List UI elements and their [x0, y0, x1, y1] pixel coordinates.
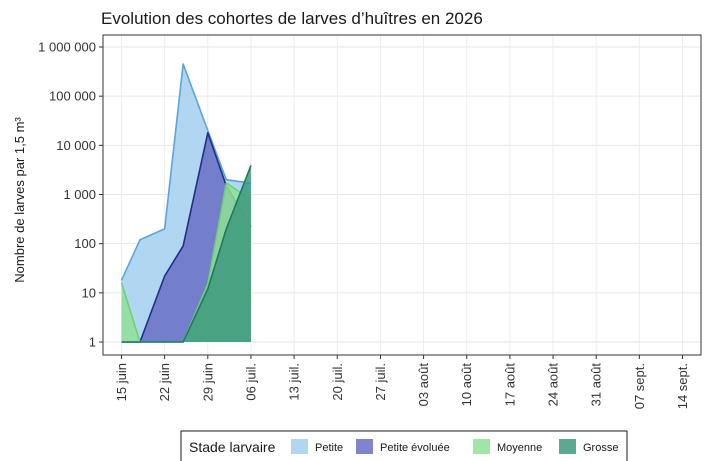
chart-title: Evolution des cohortes de larves d’huîtr… — [101, 9, 483, 28]
y-axis-title: Nombre de larves par 1,5 m³ — [12, 117, 27, 283]
legend-label: Petite évoluée — [380, 442, 450, 454]
y-tick-label: 1 — [89, 335, 96, 350]
gridlines — [103, 35, 701, 355]
legend-label: Moyenne — [497, 442, 542, 454]
x-tick-label: 29 juin — [200, 363, 215, 401]
legend-swatch — [473, 439, 490, 454]
y-tick-label: 100 000 — [49, 89, 96, 104]
x-tick-label: 31 août — [589, 363, 604, 407]
x-tick-label: 27 juil. — [373, 363, 388, 401]
series-line — [121, 165, 252, 343]
y-tick-label: 1 000 — [63, 187, 96, 202]
legend-box — [180, 430, 628, 461]
x-tick-label: 13 juil. — [287, 363, 302, 401]
y-axis: 1 10 100 1 000 10 000 100 000 1 000 000 — [38, 40, 103, 350]
legend: Stade larvaire Petite Petite évoluée Moyen… — [180, 430, 628, 461]
x-tick-label: 10 août — [459, 363, 474, 407]
legend-swatch — [291, 439, 308, 454]
legend-items: Petite Petite évoluée Moyenne Grosse — [291, 439, 618, 454]
x-tick-label: 03 août — [416, 363, 431, 407]
x-tick-label: 24 août — [546, 363, 561, 407]
x-tick-label: 17 août — [502, 363, 517, 407]
legend-title: Stade larvaire — [189, 439, 276, 455]
x-tick-label: 06 juil. — [243, 363, 258, 401]
y-tick-label: 100 — [74, 236, 96, 251]
series-line — [120, 63, 252, 281]
x-axis: 15 juin 22 juin 29 juin 06 juil. 13 juil. 20 … — [114, 355, 690, 409]
legend-label: Grosse — [583, 442, 618, 454]
area-layers — [120, 63, 252, 343]
legend-swatch — [559, 439, 576, 454]
y-tick-label: 10 000 — [56, 138, 96, 153]
legend-swatch — [356, 439, 373, 454]
y-tick-label: 10 — [82, 285, 96, 300]
x-tick-label: 20 juil. — [330, 363, 345, 401]
area-fill — [121, 165, 251, 342]
x-tick-label: 07 sept. — [632, 363, 647, 409]
x-tick-label: 15 juin — [114, 363, 129, 401]
x-tick-label: 14 sept. — [675, 363, 690, 409]
legend-label: Petite — [315, 442, 343, 454]
y-tick-label: 1 000 000 — [38, 40, 96, 55]
x-tick-label: 22 juin — [157, 363, 172, 401]
